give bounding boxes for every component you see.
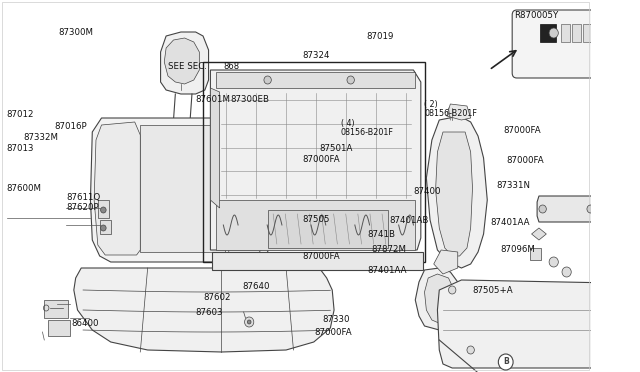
Polygon shape	[216, 72, 415, 88]
Text: 87611Q: 87611Q	[66, 193, 100, 202]
Text: 87601M: 87601M	[195, 95, 230, 104]
Text: R870005Y: R870005Y	[514, 11, 558, 20]
Text: 08156-B201F: 08156-B201F	[340, 128, 394, 137]
Polygon shape	[44, 300, 68, 318]
Text: SEE SEC.: SEE SEC.	[168, 62, 207, 71]
Polygon shape	[90, 118, 271, 262]
Text: 87505: 87505	[303, 215, 330, 224]
Polygon shape	[94, 122, 140, 255]
Text: 87019: 87019	[366, 32, 394, 41]
Circle shape	[562, 267, 572, 277]
Circle shape	[247, 320, 251, 324]
Text: 87300EB: 87300EB	[230, 95, 269, 104]
Circle shape	[347, 76, 355, 84]
Circle shape	[467, 346, 474, 354]
Text: 08156-B201F: 08156-B201F	[424, 109, 477, 118]
Polygon shape	[48, 320, 70, 336]
Polygon shape	[212, 252, 422, 270]
Bar	[561, 24, 570, 42]
Text: 87620P: 87620P	[66, 203, 99, 212]
Polygon shape	[98, 200, 109, 218]
Circle shape	[539, 205, 547, 213]
Polygon shape	[415, 268, 461, 330]
Polygon shape	[268, 210, 388, 248]
Text: 8741B: 8741B	[367, 230, 396, 239]
Polygon shape	[225, 122, 268, 255]
Text: 87602: 87602	[204, 293, 231, 302]
Text: ( 2): ( 2)	[424, 100, 438, 109]
Bar	[540, 24, 556, 42]
Text: 87401AA: 87401AA	[367, 266, 407, 275]
Text: 87330: 87330	[322, 315, 349, 324]
Text: 87501A: 87501A	[319, 144, 352, 153]
Text: 87401AB: 87401AB	[390, 216, 429, 225]
Text: 87013: 87013	[6, 144, 33, 153]
Bar	[203, 62, 424, 262]
Circle shape	[244, 317, 254, 327]
Text: 87324: 87324	[303, 51, 330, 60]
Text: 86400: 86400	[72, 319, 99, 328]
FancyBboxPatch shape	[512, 10, 609, 78]
Bar	[530, 248, 541, 260]
Text: 87872M: 87872M	[371, 246, 406, 254]
Circle shape	[633, 205, 640, 213]
Text: 87505+A: 87505+A	[472, 286, 513, 295]
Circle shape	[587, 205, 595, 213]
Text: 87012: 87012	[6, 110, 33, 119]
Polygon shape	[437, 280, 640, 368]
Polygon shape	[216, 200, 415, 250]
Text: 87000FA: 87000FA	[303, 252, 340, 261]
Text: 87401AA: 87401AA	[490, 218, 530, 227]
Text: 87400: 87400	[413, 187, 441, 196]
Text: 87300M: 87300M	[58, 28, 93, 37]
Text: 87000FA: 87000FA	[303, 155, 340, 164]
Circle shape	[639, 310, 640, 326]
Circle shape	[449, 286, 456, 294]
Polygon shape	[426, 116, 487, 268]
Polygon shape	[211, 88, 220, 208]
Polygon shape	[424, 274, 454, 324]
Text: ( 4): ( 4)	[340, 119, 355, 128]
Circle shape	[100, 207, 106, 213]
Polygon shape	[161, 32, 209, 94]
Polygon shape	[434, 250, 458, 274]
Bar	[583, 24, 593, 42]
Circle shape	[100, 225, 106, 231]
Circle shape	[549, 28, 558, 38]
Text: 87331N: 87331N	[496, 181, 530, 190]
Circle shape	[549, 257, 558, 267]
Text: 87603: 87603	[195, 308, 223, 317]
Text: 868: 868	[223, 62, 239, 71]
Polygon shape	[447, 104, 470, 120]
Text: 87096M: 87096M	[501, 246, 536, 254]
Circle shape	[264, 76, 271, 84]
Text: 87000FA: 87000FA	[314, 328, 352, 337]
Text: 87016P: 87016P	[54, 122, 87, 131]
Polygon shape	[140, 125, 225, 252]
Bar	[572, 24, 581, 42]
Polygon shape	[164, 38, 199, 84]
Polygon shape	[74, 268, 334, 352]
Polygon shape	[537, 196, 640, 222]
Text: B: B	[503, 357, 509, 366]
Text: 87000FA: 87000FA	[507, 156, 545, 165]
Text: 87000FA: 87000FA	[503, 126, 541, 135]
Text: 87600M: 87600M	[6, 185, 41, 193]
Polygon shape	[211, 70, 421, 250]
Polygon shape	[100, 220, 111, 234]
Polygon shape	[436, 132, 472, 256]
Circle shape	[499, 354, 513, 370]
Text: 87640: 87640	[242, 282, 269, 291]
Text: 87332M: 87332M	[24, 133, 59, 142]
Polygon shape	[532, 228, 547, 240]
